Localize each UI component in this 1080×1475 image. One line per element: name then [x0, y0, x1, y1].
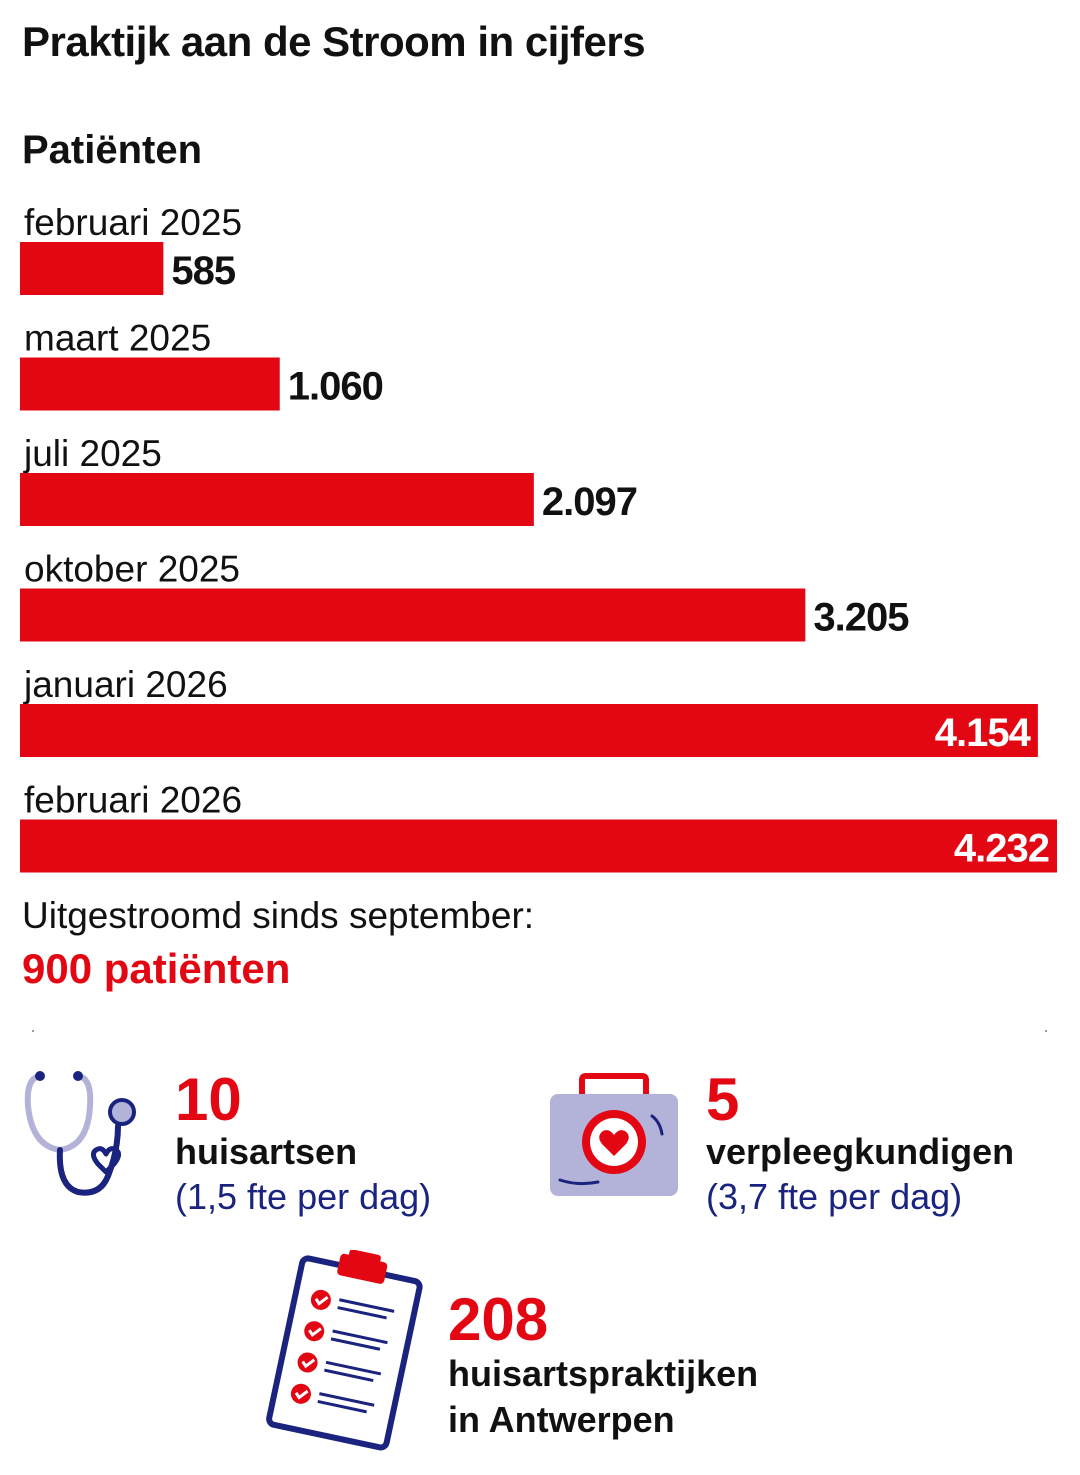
medical-kit-icon [550, 1073, 678, 1196]
category-label: juli 2025 [23, 433, 162, 474]
bar [20, 819, 1057, 873]
category-label: januari 2026 [23, 664, 228, 705]
bar [20, 588, 806, 642]
outflow-value: 900 patiënten [22, 945, 291, 992]
practices-label-line1: huisartspraktijken [448, 1353, 759, 1394]
value-label: 1.060 [288, 365, 383, 409]
chart-title: Praktijk aan de Stroom in cijfers [22, 18, 646, 65]
category-label: februari 2025 [24, 202, 242, 243]
doctors-label: huisartsen [175, 1131, 358, 1172]
divider-dot-left [32, 1030, 34, 1032]
practices-label-line2: in Antwerpen [448, 1399, 675, 1440]
outflow-text: Uitgestroomd sinds september: [22, 895, 535, 936]
bar [20, 473, 534, 526]
value-label: 2.097 [542, 480, 637, 524]
doctors-number: 10 [175, 1066, 242, 1133]
bar [20, 704, 1038, 757]
value-label: 4.232 [954, 827, 1049, 871]
bar [20, 357, 280, 411]
value-label: 585 [171, 249, 235, 293]
section-title: Patiënten [22, 128, 203, 172]
category-label: oktober 2025 [24, 549, 240, 590]
category-label: februari 2026 [24, 780, 242, 821]
stethoscope-icon [24, 1071, 136, 1196]
category-label: maart 2025 [24, 318, 211, 359]
value-label: 3.205 [813, 596, 909, 640]
doctors-sub: (1,5 fte per dag) [175, 1176, 432, 1217]
practices-number: 208 [448, 1286, 549, 1353]
clipboard-checklist-icon [266, 1250, 423, 1451]
nurses-label: verpleegkundigen [706, 1131, 1015, 1172]
divider-dot-right [1045, 1030, 1047, 1032]
bar-chart: februari 2025 585 maart 2025 1.060 juli 2025… [20, 202, 1057, 873]
nurses-number: 5 [706, 1066, 740, 1133]
bar [20, 242, 164, 295]
value-label: 4.154 [935, 711, 1032, 755]
nurses-sub: (3,7 fte per dag) [706, 1176, 963, 1217]
